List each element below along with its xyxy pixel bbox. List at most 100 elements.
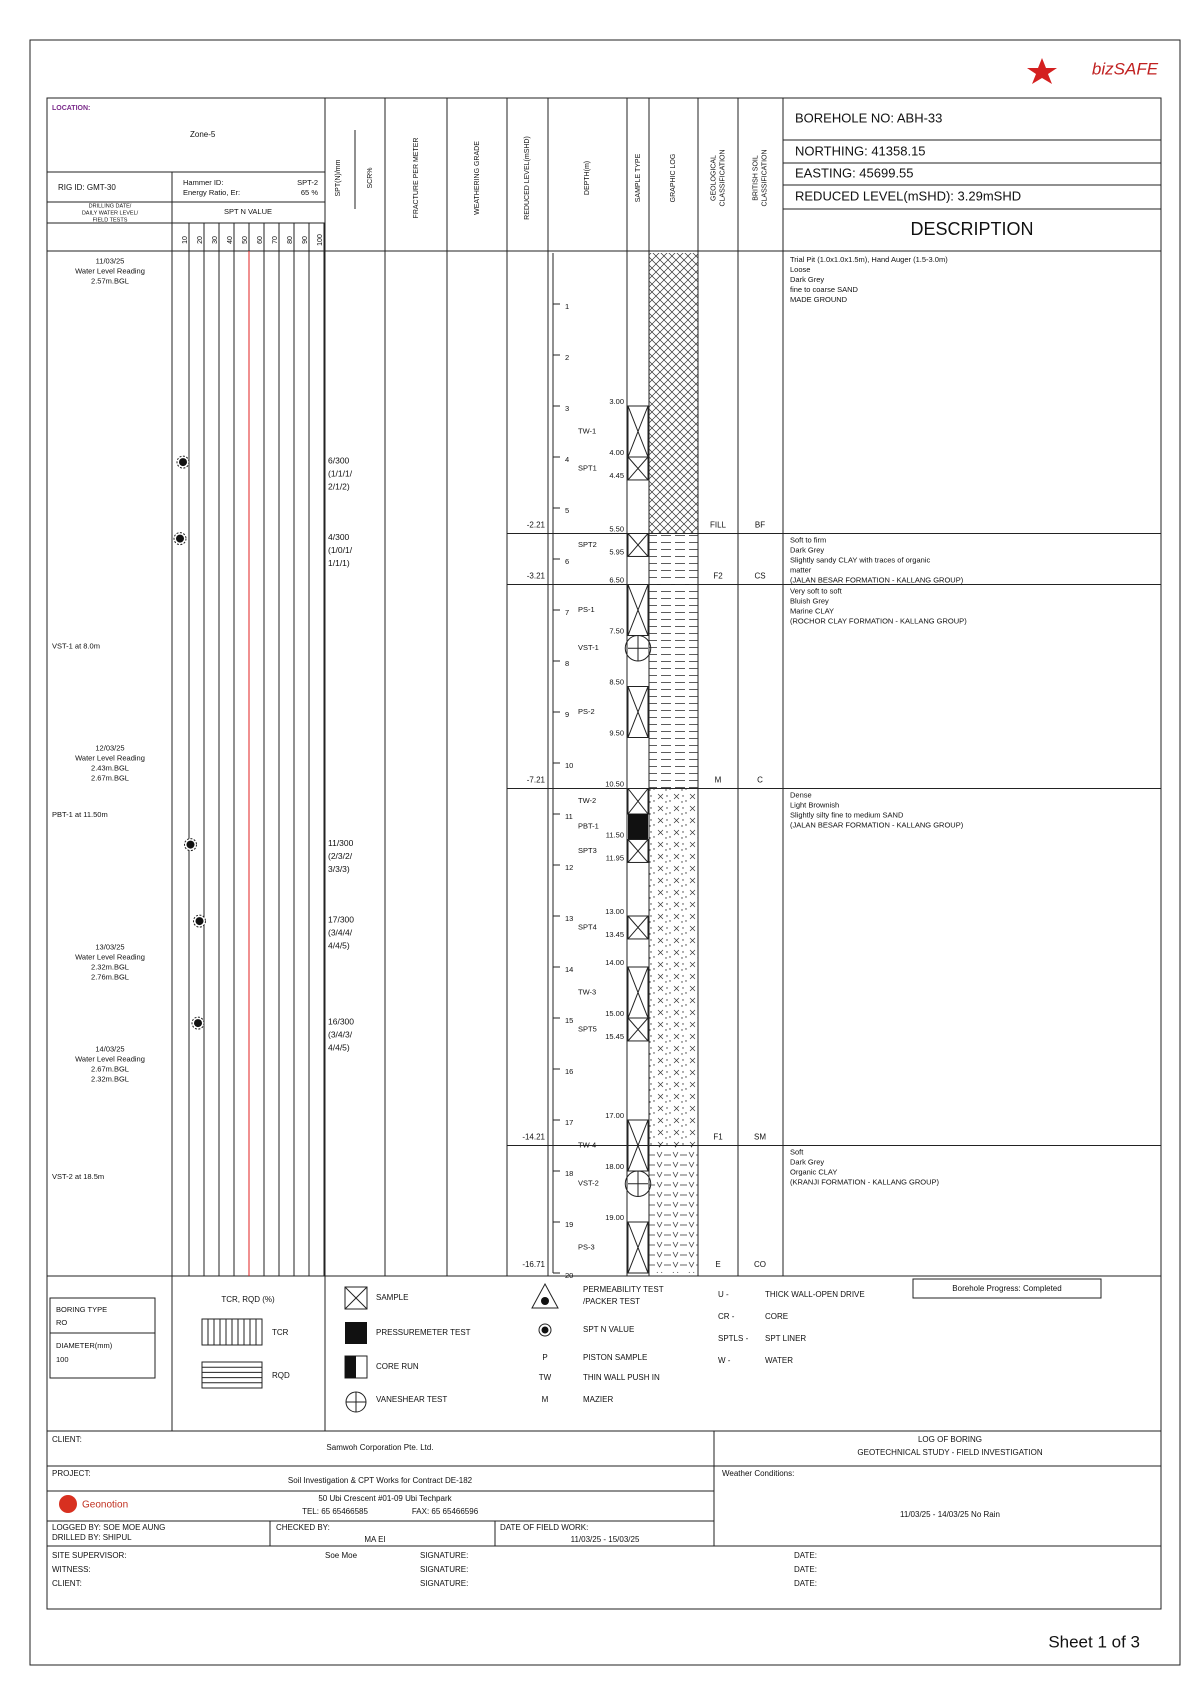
spt-result: (1/0/1/	[328, 545, 353, 555]
sample-cross	[627, 405, 649, 458]
label: SPT LINER	[765, 1334, 806, 1343]
depth-tick-label: 1	[565, 302, 569, 311]
field-note: 2.32m.BGL	[91, 1074, 129, 1083]
label: CORE	[765, 1312, 788, 1321]
label: U -	[718, 1290, 729, 1299]
label: Borehole Progress: Completed	[952, 1284, 1061, 1293]
spt-result: (1/1/1/	[328, 468, 353, 478]
spt-tick-label: 20	[197, 236, 204, 244]
stratum-description: Very soft to soft	[790, 586, 843, 595]
label: CR -	[718, 1312, 735, 1321]
depth-tick-label: 12	[565, 863, 573, 872]
label: Zone-5	[190, 130, 216, 139]
soil-class: CS	[754, 572, 765, 581]
stratum-description: Marine CLAY	[790, 606, 834, 615]
depth-tick-label: 5	[565, 506, 569, 515]
sample-depth: 6.50	[609, 575, 624, 584]
field-note: PBT-1 at 11.50m	[52, 810, 108, 819]
soil-class: CO	[754, 1260, 766, 1269]
logo-text: bizSAFE	[1092, 59, 1159, 78]
stratum-description: (ROCHOR CLAY FORMATION - KALLANG GROUP)	[790, 616, 967, 625]
label: BORING TYPE	[56, 1305, 107, 1314]
column-header: DEPTH(m)	[584, 161, 591, 195]
label: SIGNATURE:	[420, 1551, 468, 1560]
stratum-description: (KRANJI FORMATION - KALLANG GROUP)	[790, 1177, 940, 1186]
spt-tick-label: 60	[257, 236, 264, 244]
pressuremeter	[628, 814, 648, 840]
stratum-description: (JALAN BESAR FORMATION - KALLANG GROUP)	[790, 575, 964, 584]
soil-class: SM	[754, 1133, 766, 1142]
label: DIAMETER(mm)	[56, 1341, 113, 1350]
sample-cross	[627, 456, 649, 481]
label: TCR	[272, 1328, 289, 1337]
spt-point	[186, 840, 195, 849]
footer-value: TEL: 65 65466585	[302, 1507, 368, 1516]
reduced-level: -14.21	[522, 1133, 545, 1142]
stratum-description: Slightly sandy CLAY with traces of organ…	[790, 555, 930, 564]
spt-result: 4/4/5)	[328, 940, 350, 950]
label: RQD	[272, 1371, 290, 1380]
spt-point	[179, 458, 187, 467]
pressuremeter-icon	[345, 1322, 367, 1344]
field-note: Water Level Reading	[75, 952, 145, 961]
spt-result: 2/1/2)	[328, 481, 350, 491]
graphic-log	[649, 584, 698, 789]
sample	[627, 533, 649, 557]
sample-depth: 9.50	[609, 728, 624, 737]
sample-cross	[627, 1221, 649, 1274]
label: Soe Moe	[325, 1551, 358, 1560]
label: 65 %	[301, 188, 318, 197]
label: MAZIER	[583, 1395, 613, 1404]
boring-type-box	[49, 1297, 156, 1379]
spt-result: (3/4/3/	[328, 1029, 353, 1039]
borehole-info: BOREHOLE NO: ABH-33	[795, 110, 942, 125]
sample-label: TW-3	[578, 987, 596, 996]
spt-result: 16/300	[328, 1016, 354, 1026]
graphic-log	[649, 1145, 698, 1273]
stratum-description: Dark Grey	[790, 275, 824, 284]
footer-value: 11/03/25 - 15/03/25	[571, 1535, 640, 1544]
label: RIG ID: GMT-30	[58, 183, 116, 192]
depth-tick-label: 3	[565, 404, 569, 413]
footer-label: Weather Conditions:	[722, 1469, 794, 1478]
sample-label: TW-2	[578, 796, 596, 805]
label: SITE SUPERVISOR:	[52, 1551, 127, 1560]
sample-depth: 4.00	[609, 448, 624, 457]
label: PISTON SAMPLE	[583, 1353, 647, 1362]
sample-icon	[344, 1286, 368, 1310]
depth-tick-label: 20	[565, 1271, 573, 1280]
field-note: 12/03/25	[95, 744, 124, 753]
stratum-description: Bluish Grey	[790, 596, 829, 605]
label: DATE:	[794, 1579, 817, 1588]
label: /PACKER TEST	[583, 1297, 640, 1306]
spt-point	[176, 534, 184, 543]
field-note: 2.57m.BGL	[91, 277, 129, 286]
footer-value: 50 Ubi Crescent #01-09 Ubi Techpark	[318, 1494, 452, 1503]
core-run-fill	[345, 1356, 356, 1378]
column-header: GRAPHIC LOG	[670, 154, 677, 203]
label: CORE RUN	[376, 1362, 419, 1371]
stratum-description: Dense	[790, 790, 812, 799]
sample-label: PS-3	[578, 1242, 595, 1251]
label: PERMEABILITY TEST	[583, 1285, 664, 1294]
footer-label: DRILLED BY: SHIPUL	[52, 1533, 132, 1542]
sample-cross	[627, 533, 649, 557]
label: P	[542, 1353, 547, 1362]
label: DATE:	[794, 1565, 817, 1574]
spt-result: 3/3/3)	[328, 864, 350, 874]
permeability-icon	[531, 1282, 559, 1309]
column-header: FRACTURE PER METER	[413, 138, 420, 219]
sample-label: VST-2	[578, 1179, 599, 1188]
spt-result: 4/4/5)	[328, 1042, 350, 1052]
spt-tick-label: 50	[242, 236, 249, 244]
footer-value: 11/03/25 - 14/03/25 No Rain	[900, 1510, 1000, 1519]
field-note: Water Level Reading	[75, 267, 145, 276]
geological-class: FILL	[710, 521, 727, 530]
label: CLIENT:	[52, 1579, 82, 1588]
company-name: Geonotion	[82, 1500, 128, 1511]
sample-label: TW-1	[578, 426, 596, 435]
logo-star	[1027, 58, 1057, 84]
label: VANESHEAR TEST	[376, 1395, 447, 1404]
stratum-description: matter	[790, 565, 812, 574]
spt-result: 4/300	[328, 532, 350, 542]
